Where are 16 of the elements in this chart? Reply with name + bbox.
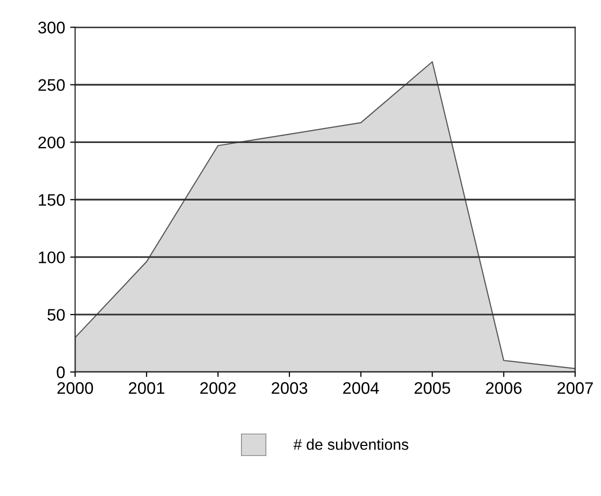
y-tick-label: 100 [38, 251, 65, 264]
y-tick-label: 50 [48, 308, 65, 321]
x-tick-label: 2000 [57, 382, 94, 394]
x-tick-label: 2001 [128, 382, 164, 394]
x-tick-label: 2006 [486, 382, 522, 394]
y-tick-label: 0 [56, 366, 65, 378]
x-tick-label: 2005 [414, 382, 450, 394]
x-tick-label: 2007 [557, 382, 593, 394]
x-tick-label: 2004 [343, 382, 379, 394]
x-tick-label: 2003 [272, 382, 308, 394]
y-tick-label: 250 [38, 79, 65, 91]
legend-label: # de subventions [293, 438, 408, 450]
y-tick-label: 300 [38, 22, 65, 34]
y-tick-label: 200 [38, 136, 65, 148]
y-tick-label: 150 [38, 194, 65, 206]
x-tick-label: 2002 [200, 382, 236, 394]
